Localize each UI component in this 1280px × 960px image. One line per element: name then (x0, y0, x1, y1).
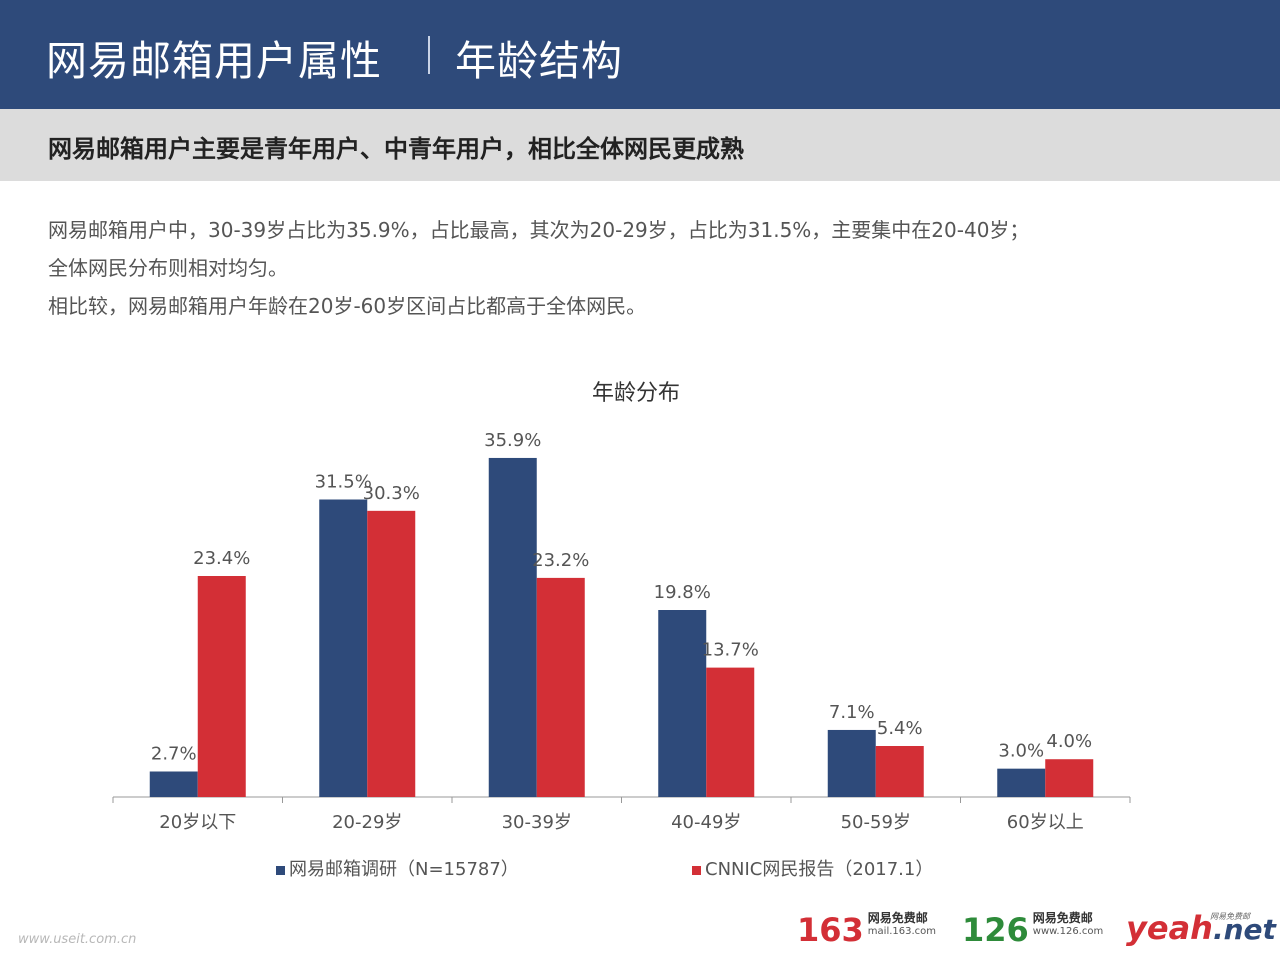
legend-swatch-series-2 (692, 865, 701, 875)
legend-swatch-series-1 (276, 865, 285, 875)
bar-2 (875, 746, 924, 797)
logo-yeah: 网易免费邮 yeah.net (1126, 909, 1276, 947)
legend-item-series-1: 网易邮箱调研（N=15787） (276, 855, 519, 881)
logo-126-number: 126 (962, 911, 1029, 949)
logo-126-line2: www.126.com (1032, 926, 1104, 937)
watermark: www.useit.com.cn (18, 932, 137, 947)
data-label-2: 23.2% (532, 550, 589, 571)
bar-1 (488, 457, 537, 797)
description-line-2: 全体网民分布则相对均匀。 (48, 256, 288, 280)
data-label-1: 19.8% (654, 582, 711, 603)
logo-126-caption: 网易免费邮 www.126.com (1033, 911, 1103, 939)
logo-163-number: 163 (797, 911, 864, 949)
bar-1 (149, 771, 198, 797)
logo-126-line1: 网易免费邮 (1032, 911, 1093, 925)
x-tick-label: 20岁以下 (159, 812, 236, 833)
bar-1 (827, 729, 876, 797)
page-subtitle: 年龄结构 (455, 37, 623, 85)
logo-163-line2: mail.163.com (867, 926, 937, 937)
legend-label-series-2: CNNIC网民报告（2017.1） (705, 859, 934, 880)
bar-1 (319, 499, 368, 797)
bar-2 (197, 576, 246, 797)
data-label-2: 23.4% (193, 548, 250, 569)
logo-163-line1: 网易免费邮 (867, 911, 928, 925)
logo-yeah-tag: 网易免费邮 (1210, 912, 1250, 921)
data-label-2: 4.0% (1046, 731, 1092, 752)
bar-2 (536, 577, 585, 797)
x-tick-label: 60岁以上 (1007, 812, 1084, 833)
logo-126: 126 网易免费邮 www.126.com (962, 911, 1103, 949)
data-label-1: 3.0% (998, 741, 1044, 762)
chart-title: 年龄分布 (592, 381, 680, 406)
legend-item-series-2: CNNIC网民报告（2017.1） (692, 855, 933, 881)
footer-logos: 163 网易免费邮 mail.163.com 126 网易免费邮 www.126… (0, 905, 1280, 960)
x-tick-label: 30-39岁 (502, 812, 572, 833)
x-tick-label: 20-29岁 (332, 812, 402, 833)
title-separator (428, 36, 430, 74)
bar-2 (1045, 759, 1094, 797)
legend-label-series-1: 网易邮箱调研（N=15787） (289, 859, 519, 880)
bar-1 (997, 768, 1046, 797)
data-label-1: 7.1% (829, 702, 875, 723)
logo-163-caption: 网易免费邮 mail.163.com (868, 911, 936, 939)
logo-yeah-main: yeah (1126, 909, 1213, 947)
description-line-3: 相比较，网易邮箱用户年龄在20岁-60岁区间占比都高于全体网民。 (48, 294, 647, 318)
data-label-2: 13.7% (702, 640, 759, 661)
data-label-1: 35.9% (484, 430, 541, 451)
page-title: 网易邮箱用户属性 (46, 37, 382, 85)
bar-1 (658, 610, 707, 797)
data-label-2: 5.4% (877, 718, 923, 739)
x-tick-label: 50-59岁 (841, 812, 911, 833)
logo-163: 163 网易免费邮 mail.163.com (797, 911, 936, 949)
header-bar: 网易邮箱用户属性 年龄结构 (0, 0, 1280, 109)
bar-2 (367, 510, 416, 797)
data-label-1: 2.7% (151, 744, 197, 765)
age-distribution-chart: 年龄分布 20岁以下 2.7% 23.4% 20-29岁 31.5%30.3% 30-39岁… (112, 381, 1131, 833)
data-label-1: 31.5% (315, 472, 372, 493)
x-tick-label: 40-49岁 (671, 812, 741, 833)
data-label-2: 30.3% (363, 483, 420, 504)
logo-yeah-dot: .net (1212, 913, 1276, 946)
bar-2 (706, 667, 755, 797)
summary-banner-text: 网易邮箱用户主要是青年用户、中青年用户，相比全体网民更成熟 (48, 135, 744, 163)
description-line-1: 网易邮箱用户中，30-39岁占比为35.9%，占比最高，其次为20-29岁，占比… (48, 218, 1030, 242)
summary-banner: 网易邮箱用户主要是青年用户、中青年用户，相比全体网民更成熟 (0, 109, 1280, 181)
